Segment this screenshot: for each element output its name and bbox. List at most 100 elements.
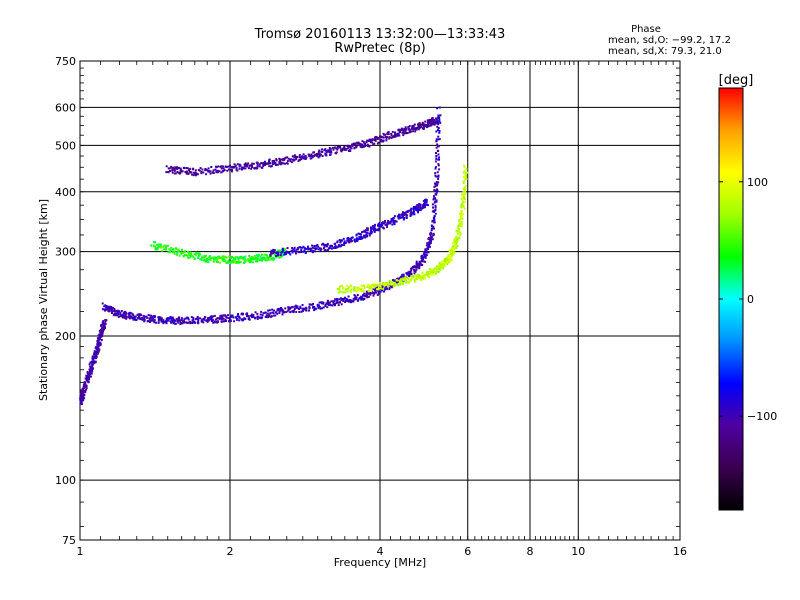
data-point	[217, 261, 220, 264]
data-point	[116, 310, 119, 313]
data-point	[182, 166, 185, 169]
data-point	[392, 285, 395, 288]
data-point	[210, 165, 213, 168]
data-point	[384, 287, 387, 290]
data-point	[266, 254, 269, 257]
data-point	[177, 250, 180, 253]
data-point	[369, 285, 372, 288]
data-point	[268, 165, 271, 168]
stats-heading: Phase	[631, 24, 661, 35]
data-point	[406, 214, 409, 217]
data-point	[109, 308, 112, 311]
data-point	[215, 171, 218, 174]
data-point	[200, 172, 203, 175]
data-point	[462, 181, 465, 184]
data-point	[254, 317, 257, 320]
data-point	[418, 207, 421, 210]
data-point	[167, 319, 170, 322]
data-point	[179, 321, 182, 324]
data-point	[105, 308, 108, 311]
data-point	[265, 253, 268, 256]
data-point	[454, 243, 457, 246]
data-point	[348, 149, 351, 152]
data-point	[370, 287, 373, 290]
data-point	[191, 321, 194, 324]
data-point	[289, 253, 292, 256]
data-point	[197, 168, 200, 171]
data-point	[187, 257, 190, 260]
data-point	[414, 206, 417, 209]
data-point	[220, 314, 223, 317]
data-point	[365, 231, 368, 234]
data-point	[311, 246, 314, 249]
data-point	[406, 132, 409, 135]
data-point	[423, 277, 426, 280]
data-point	[349, 301, 352, 304]
data-point	[344, 297, 347, 300]
data-point	[433, 216, 436, 219]
data-point	[187, 317, 190, 320]
data-point	[305, 156, 308, 159]
data-point	[277, 252, 280, 255]
data-point	[160, 319, 163, 322]
data-point	[454, 241, 457, 244]
data-point	[401, 131, 404, 134]
data-point	[407, 127, 410, 130]
data-point	[328, 151, 331, 154]
data-point	[405, 211, 408, 214]
data-point	[222, 255, 225, 258]
data-point	[190, 171, 193, 174]
data-point	[357, 298, 360, 301]
data-point	[405, 281, 408, 284]
data-point	[358, 233, 361, 236]
data-point	[318, 155, 321, 158]
data-point	[462, 191, 465, 194]
data-point	[200, 255, 203, 258]
data-point	[434, 212, 437, 215]
data-point	[244, 259, 247, 262]
data-point	[166, 317, 169, 320]
data-point	[240, 166, 243, 169]
data-point	[82, 394, 85, 397]
data-point	[417, 211, 420, 214]
data-point	[363, 297, 366, 300]
chart-subtitle: RwPretec (8p)	[334, 41, 425, 56]
data-point	[391, 281, 394, 284]
data-point	[381, 286, 384, 289]
data-point	[431, 270, 434, 273]
data-point	[410, 213, 413, 216]
data-point	[91, 367, 94, 370]
data-point	[377, 288, 380, 291]
data-point	[437, 163, 440, 166]
data-point	[323, 149, 326, 152]
data-point	[289, 311, 292, 314]
data-point	[404, 126, 407, 129]
data-point	[324, 305, 327, 308]
data-point	[366, 296, 369, 299]
data-point	[267, 309, 270, 312]
data-point	[102, 320, 105, 323]
data-point	[457, 232, 460, 235]
data-point	[430, 120, 433, 123]
data-point	[132, 314, 135, 317]
data-point	[422, 206, 425, 209]
data-point	[136, 313, 139, 316]
data-point	[461, 202, 464, 205]
data-point	[324, 304, 327, 307]
data-point	[382, 290, 385, 293]
data-point	[384, 219, 387, 222]
data-point	[373, 292, 376, 295]
data-point	[384, 283, 387, 286]
data-point	[104, 319, 107, 322]
data-point	[178, 317, 181, 320]
data-point	[310, 155, 313, 158]
data-point	[436, 117, 439, 120]
data-point	[253, 167, 256, 170]
data-point	[227, 168, 230, 171]
data-point	[326, 306, 329, 309]
grid	[80, 61, 680, 540]
data-point	[464, 201, 467, 204]
data-point	[341, 147, 344, 150]
data-point	[393, 223, 396, 226]
x-tick-label: 10	[571, 545, 585, 558]
